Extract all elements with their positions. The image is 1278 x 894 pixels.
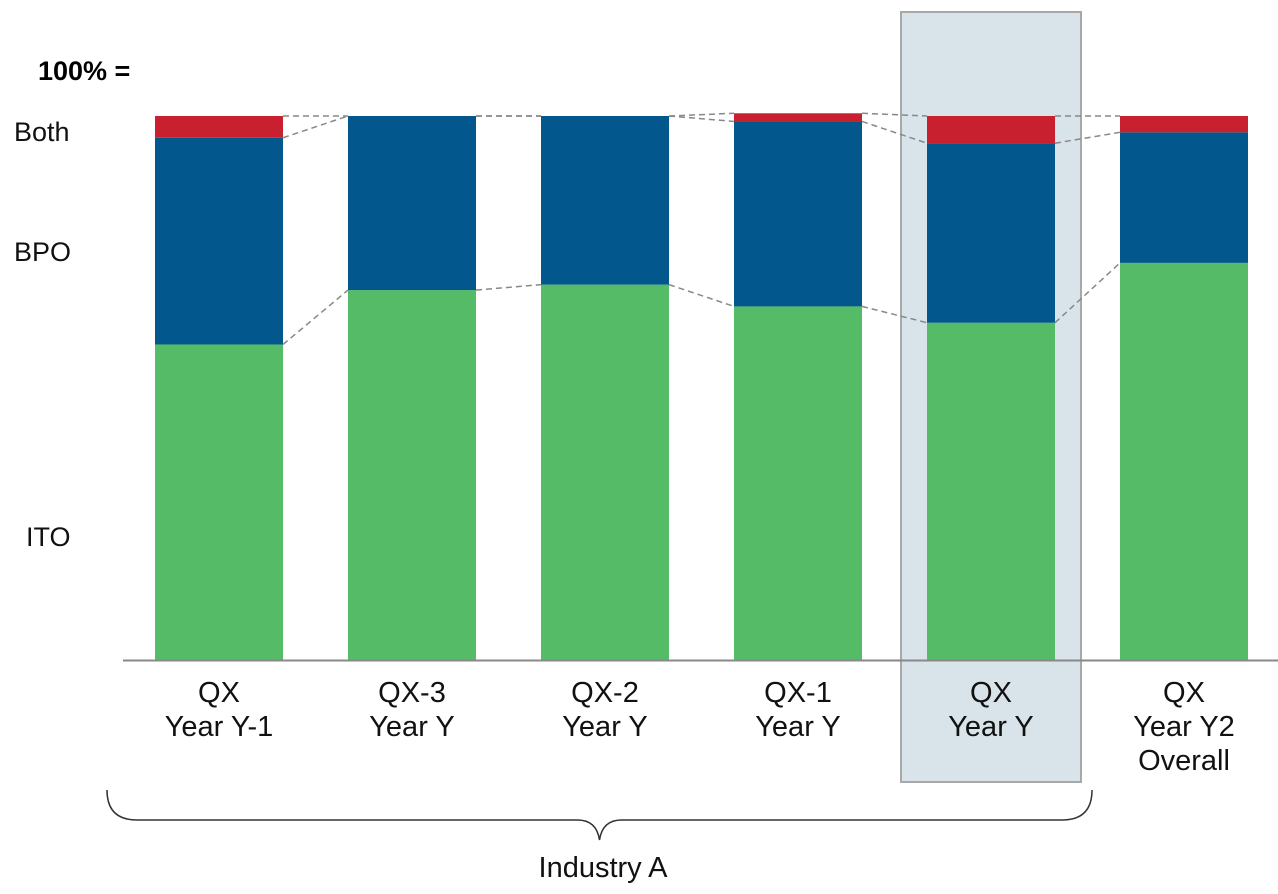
category-label-line: QX [1163, 677, 1205, 709]
total-label: 100% = [38, 56, 130, 86]
category-label-line: Year Y-1 [165, 711, 274, 743]
bar-ito-3 [734, 306, 862, 660]
row-label-ito: ITO [26, 522, 71, 552]
bar-ito-5 [1120, 262, 1248, 660]
category-label-line: Overall [1138, 745, 1230, 777]
bar-both-5 [1120, 116, 1248, 133]
bar-both-4 [927, 116, 1055, 144]
category-label-2: QX-2 Year Y [562, 677, 647, 743]
connector-ito-3 [861, 305, 928, 324]
connector-bpo-4 [1054, 131, 1121, 144]
category-label-line: Year Y [562, 711, 647, 743]
connector-bpo-0 [282, 115, 349, 139]
bar-ito-4 [927, 322, 1055, 660]
connector-ito-1 [475, 283, 542, 291]
category-label-5: QX Year Y2 Overall [1133, 677, 1235, 777]
category-label-line: Year Y [369, 711, 454, 743]
category-label-3: QX-1 Year Y [755, 677, 840, 743]
category-label-line: Year Y2 [1133, 711, 1235, 743]
connector-layer [282, 112, 1121, 346]
connector-ito-4 [1054, 262, 1121, 324]
connector-ito-2 [668, 283, 735, 308]
bar-ito-2 [541, 284, 669, 660]
bar-bpo-2 [541, 116, 669, 285]
category-label-line: QX-3 [378, 677, 446, 709]
connector-bpo-2 [668, 115, 735, 123]
bar-bpo-4 [927, 143, 1055, 323]
category-label-line: QX [970, 677, 1012, 709]
group-bracket [106, 789, 1093, 841]
row-label-bpo: BPO [14, 237, 71, 267]
connector-both-2 [668, 112, 735, 117]
bar-ito-0 [155, 344, 283, 660]
bar-bpo-3 [734, 121, 862, 307]
row-label-both: Both [14, 117, 70, 147]
bars-layer [155, 113, 1248, 660]
category-label-line: QX-2 [571, 677, 639, 709]
category-labels: QX Year Y-1QX-3 Year YQX-2 Year YQX-1 Year Y… [165, 677, 1235, 777]
connector-ito-0 [282, 289, 349, 346]
connector-bpo-3 [861, 120, 928, 144]
bar-bpo-5 [1120, 132, 1248, 263]
category-label-line: Year Y [948, 711, 1033, 743]
category-label-line: Year Y [755, 711, 840, 743]
category-label-line: QX-1 [764, 677, 832, 709]
bar-both-0 [155, 116, 283, 138]
category-label-1: QX-3 Year Y [369, 677, 454, 743]
category-label-4: QX Year Y [948, 677, 1033, 743]
connector-both-3 [861, 112, 928, 117]
bar-ito-1 [348, 290, 476, 660]
bar-bpo-0 [155, 137, 283, 345]
bar-both-3 [734, 113, 862, 122]
category-label-line: QX [198, 677, 240, 709]
bar-bpo-1 [348, 116, 476, 291]
category-label-0: QX Year Y-1 [165, 677, 274, 743]
group-label: Industry A [539, 852, 669, 884]
